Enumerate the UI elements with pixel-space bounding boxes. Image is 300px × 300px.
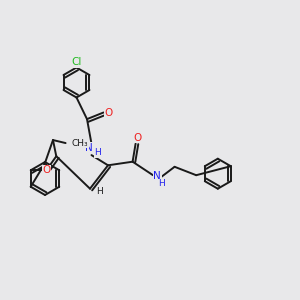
Text: CH₃: CH₃ (72, 139, 88, 148)
Text: N: N (153, 171, 161, 182)
Text: Cl: Cl (71, 57, 82, 67)
Text: O: O (42, 165, 50, 175)
Text: N: N (85, 142, 93, 153)
Text: H: H (94, 148, 101, 157)
Text: O: O (105, 107, 113, 118)
Text: H: H (96, 187, 103, 196)
Text: O: O (133, 133, 141, 143)
Text: H: H (159, 179, 165, 188)
